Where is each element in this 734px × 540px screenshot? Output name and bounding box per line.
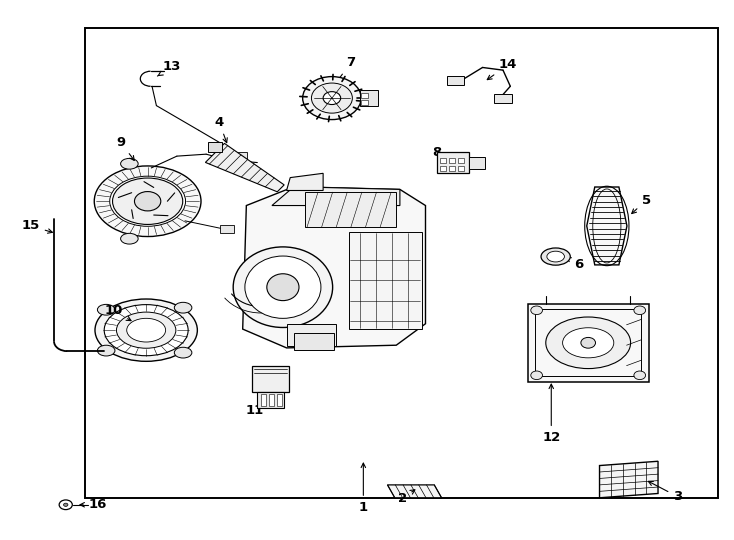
- Ellipse shape: [634, 371, 646, 380]
- Ellipse shape: [233, 247, 333, 327]
- Ellipse shape: [94, 166, 201, 237]
- Bar: [258, 392, 283, 408]
- Polygon shape: [286, 173, 323, 191]
- Ellipse shape: [104, 305, 188, 356]
- Polygon shape: [272, 187, 400, 206]
- Bar: [440, 166, 446, 171]
- Bar: [449, 166, 455, 171]
- Text: 13: 13: [158, 60, 181, 76]
- Bar: [261, 394, 266, 406]
- Text: 6: 6: [567, 258, 584, 271]
- Ellipse shape: [546, 317, 631, 369]
- Ellipse shape: [541, 248, 570, 265]
- Ellipse shape: [634, 306, 646, 315]
- Bar: [208, 142, 222, 152]
- Ellipse shape: [127, 318, 166, 342]
- Ellipse shape: [134, 192, 161, 211]
- Bar: [437, 152, 469, 173]
- Ellipse shape: [531, 306, 542, 315]
- Ellipse shape: [59, 500, 73, 510]
- Ellipse shape: [311, 83, 352, 113]
- Ellipse shape: [174, 347, 192, 358]
- Bar: [440, 158, 446, 163]
- Bar: [458, 166, 464, 171]
- Text: 7: 7: [335, 56, 355, 84]
- Text: 10: 10: [104, 304, 131, 321]
- Text: 1: 1: [359, 463, 368, 514]
- Ellipse shape: [267, 274, 299, 301]
- Polygon shape: [600, 461, 658, 498]
- Bar: [493, 94, 512, 104]
- Text: 4: 4: [214, 116, 228, 143]
- Text: 8: 8: [432, 146, 449, 159]
- Ellipse shape: [547, 251, 564, 262]
- Bar: [469, 157, 485, 169]
- Polygon shape: [586, 187, 627, 265]
- Ellipse shape: [98, 345, 115, 356]
- Text: 14: 14: [487, 58, 517, 79]
- Bar: [528, 304, 649, 382]
- Bar: [294, 333, 334, 349]
- Polygon shape: [388, 485, 442, 498]
- Bar: [448, 76, 464, 85]
- Ellipse shape: [245, 256, 321, 319]
- Ellipse shape: [64, 503, 68, 507]
- Bar: [360, 90, 378, 106]
- Text: 15: 15: [21, 219, 52, 233]
- Text: 9: 9: [116, 136, 134, 160]
- Bar: [535, 309, 642, 376]
- Bar: [252, 366, 288, 393]
- Ellipse shape: [531, 371, 542, 380]
- Bar: [361, 93, 368, 98]
- Ellipse shape: [112, 178, 183, 225]
- Polygon shape: [243, 187, 426, 348]
- Bar: [85, 28, 718, 498]
- Bar: [234, 152, 247, 159]
- Bar: [361, 100, 368, 105]
- Bar: [458, 158, 464, 163]
- Text: 11: 11: [246, 396, 268, 417]
- Ellipse shape: [95, 299, 197, 361]
- Text: 3: 3: [648, 481, 683, 503]
- Ellipse shape: [562, 328, 614, 358]
- Text: 16: 16: [80, 498, 107, 511]
- Text: 5: 5: [632, 194, 651, 213]
- Ellipse shape: [174, 302, 192, 313]
- Polygon shape: [206, 143, 284, 192]
- Bar: [286, 323, 336, 346]
- Bar: [305, 192, 396, 227]
- Text: 12: 12: [542, 384, 560, 444]
- Ellipse shape: [581, 338, 595, 348]
- Bar: [219, 225, 234, 233]
- Bar: [449, 158, 455, 163]
- Bar: [349, 232, 422, 329]
- Ellipse shape: [117, 312, 176, 348]
- Ellipse shape: [302, 77, 361, 119]
- Text: 2: 2: [398, 490, 415, 505]
- Ellipse shape: [98, 305, 115, 315]
- Ellipse shape: [323, 92, 341, 105]
- Bar: [269, 394, 274, 406]
- Ellipse shape: [120, 158, 138, 169]
- Ellipse shape: [120, 233, 138, 244]
- Ellipse shape: [109, 176, 186, 226]
- Bar: [277, 394, 282, 406]
